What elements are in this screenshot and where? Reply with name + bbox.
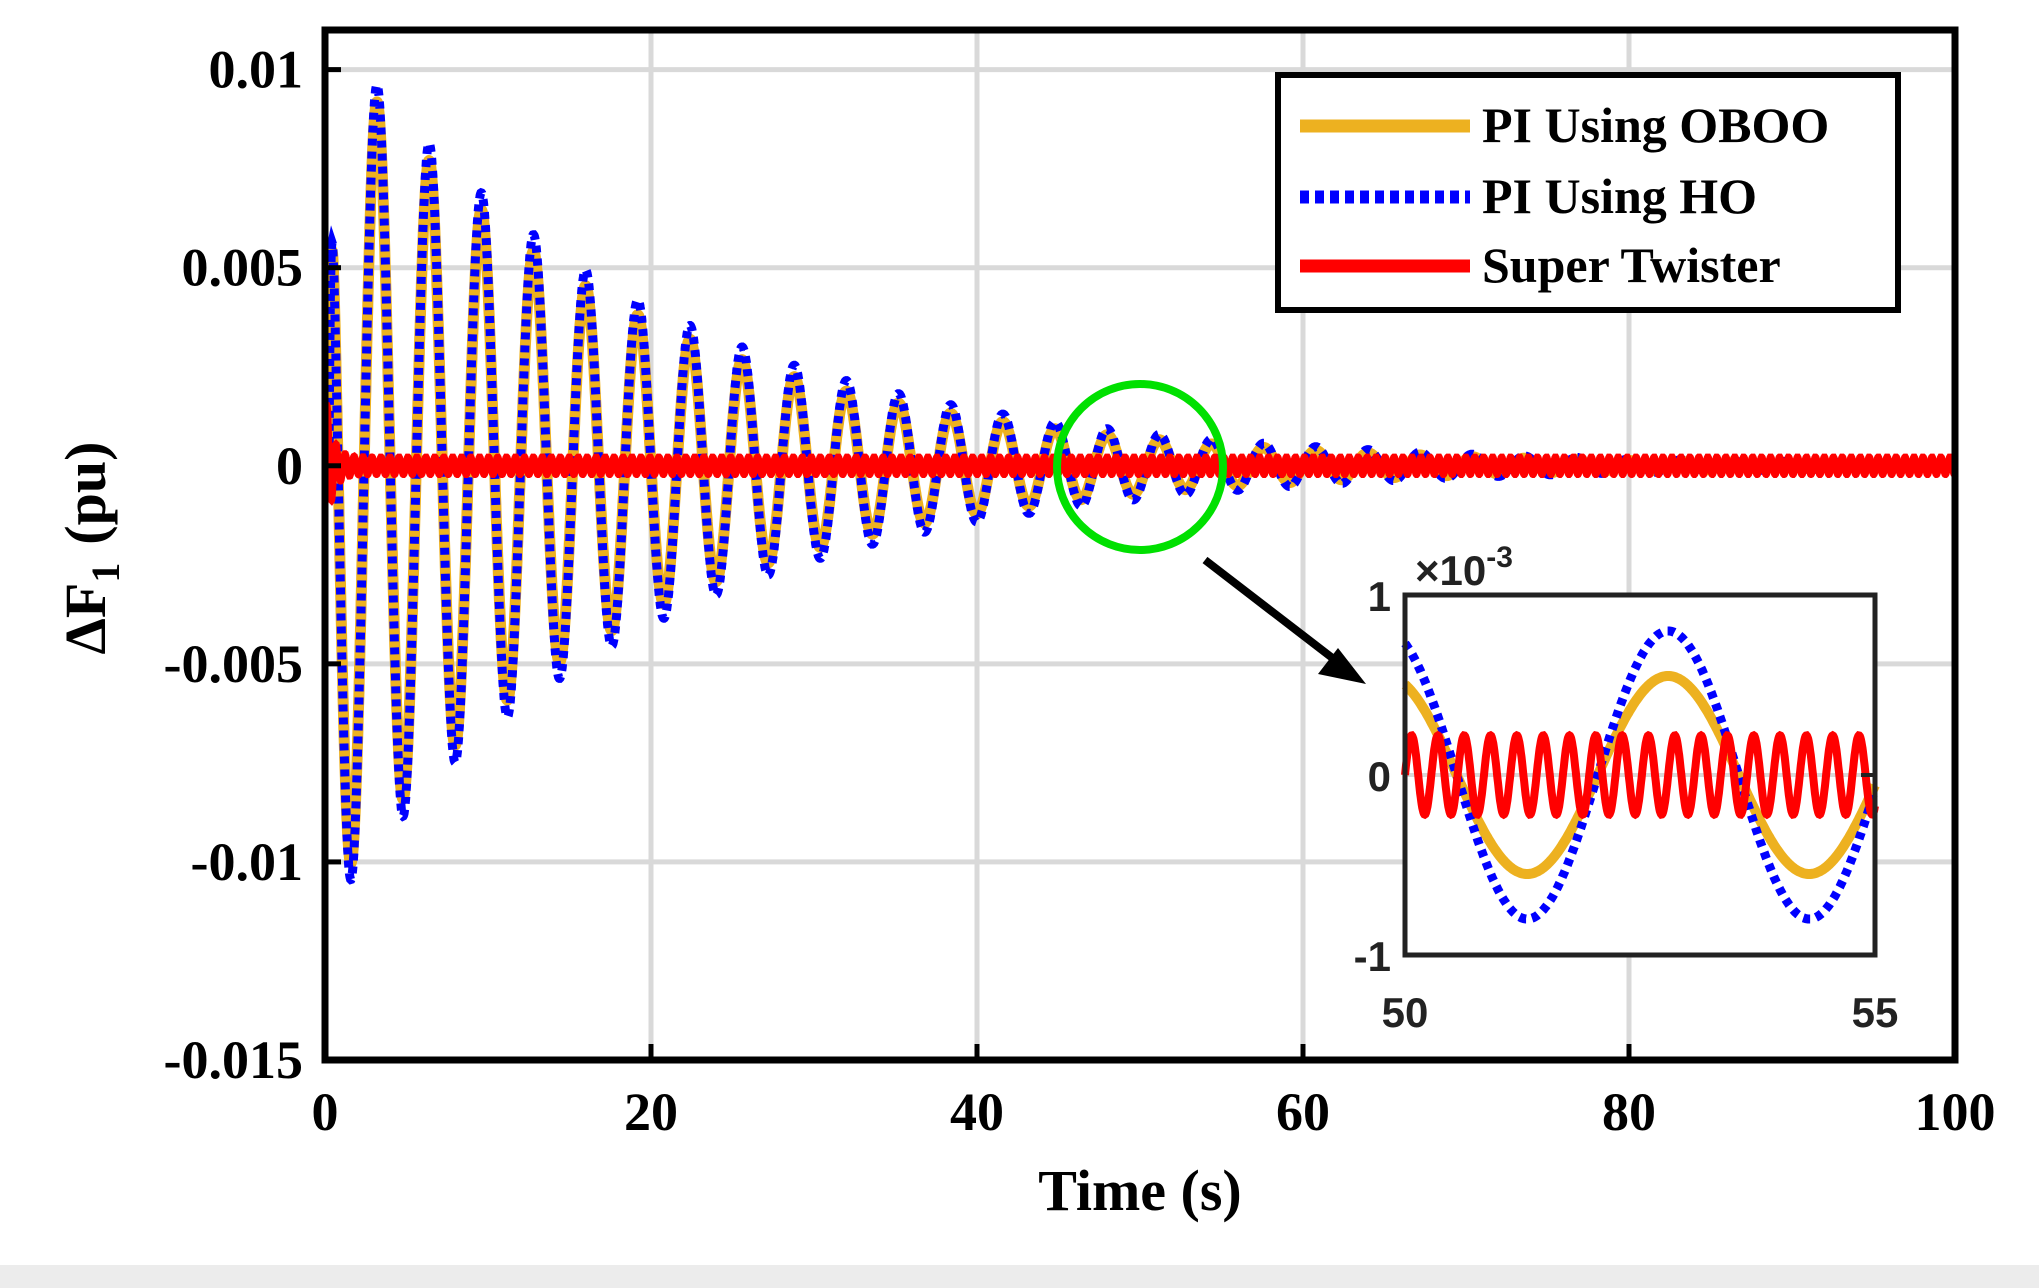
x-tick-label: 40: [950, 1082, 1004, 1142]
inset-y-tick-label: 0: [1368, 753, 1391, 800]
inset-y-tick-label: -1: [1354, 933, 1391, 980]
x-tick-label: 60: [1276, 1082, 1330, 1142]
zoom-highlight-circle: [1053, 380, 1227, 554]
x-tick-label: 20: [624, 1082, 678, 1142]
x-tick-label: 0: [312, 1082, 339, 1142]
svg-text:ΔF1(pu): ΔF1 (pu): [53, 442, 128, 655]
x-axis-label: Time (s): [1038, 1158, 1242, 1223]
zoom-arrow-head: [1318, 648, 1366, 684]
y-axis-label-main: ΔF: [53, 583, 118, 655]
legend-label-ho: PI Using HO: [1482, 168, 1757, 224]
inset-series-group: [1401, 626, 1880, 924]
inset-series-ho: [1401, 626, 1880, 924]
inset-ticks: 1 0 -1 50 55: [1354, 573, 1899, 1036]
inset-x-tick-label: 50: [1382, 989, 1429, 1036]
inset-y-tick-label: 1: [1368, 573, 1391, 620]
y-tick-label: -0.01: [191, 832, 303, 892]
inset-multiplier: ×10-3: [1415, 541, 1513, 594]
main-axes-box: [321, 26, 1959, 1064]
page-bottom-strip: [0, 1265, 2039, 1288]
series-line-super-twister: [322, 402, 1959, 506]
inset-multiplier-base: ×10: [1415, 547, 1486, 594]
x-tick-label: 80: [1602, 1082, 1656, 1142]
inset-multiplier-exp: -3: [1486, 541, 1513, 574]
x-tick-label: 100: [1915, 1082, 1996, 1142]
y-tick-label: -0.005: [164, 634, 303, 694]
y-tick-label: 0.01: [209, 40, 304, 100]
legend: PI Using OBOO PI Using HO Super Twister: [1275, 72, 1901, 313]
y-axis-label-unit: (pu): [53, 442, 118, 545]
legend-label-oboo: PI Using OBOO: [1482, 97, 1829, 153]
y-tick-label: 0.005: [182, 238, 304, 298]
main-ticks: 0 20 40 60 80 100 0.01 0.005 0 -0.005 -0.01 -0.015: [164, 40, 1996, 1142]
inset-series-super-twister: [1401, 730, 1879, 820]
inset-x-tick-label: 55: [1852, 989, 1899, 1036]
y-tick-label: 0: [276, 436, 303, 496]
inset-series-oboo: [1401, 671, 1880, 879]
y-axis-label-sub: 1: [83, 563, 128, 583]
main-series-group: [319, 79, 1961, 885]
zoom-arrow-line: [1202, 556, 1338, 664]
y-axis-label: ΔF1 (pu): [53, 442, 128, 655]
y-tick-label: -0.015: [164, 1030, 303, 1090]
legend-label-st: Super Twister: [1482, 237, 1781, 293]
inset-plot: 1 0 -1 50 55 ×10-3: [1354, 541, 1899, 1036]
